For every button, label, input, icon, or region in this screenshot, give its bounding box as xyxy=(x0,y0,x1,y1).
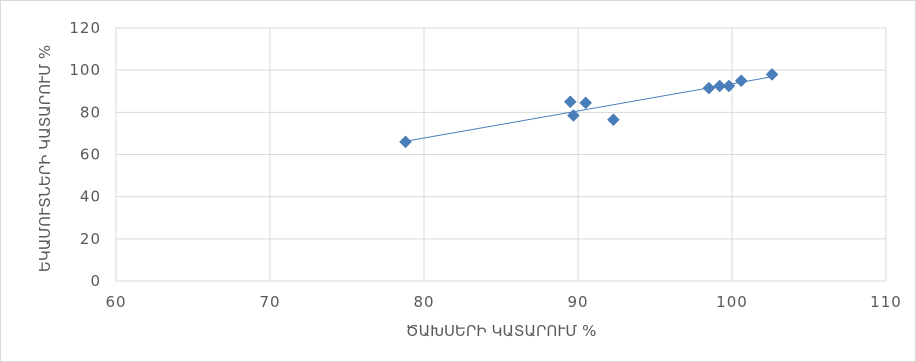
y-tick-label: 0 xyxy=(90,272,101,290)
y-tick-label: 80 xyxy=(80,103,101,121)
data-point xyxy=(607,113,620,127)
data-points xyxy=(399,68,779,149)
x-tick-label: 100 xyxy=(716,293,748,311)
data-point xyxy=(563,95,577,109)
x-tick-label: 90 xyxy=(567,293,588,311)
data-point xyxy=(734,74,748,88)
y-tick-label: 100 xyxy=(69,61,101,79)
y-tick-label: 120 xyxy=(69,19,101,37)
x-tick-label: 60 xyxy=(105,293,126,311)
plot-area-border xyxy=(115,27,887,282)
x-axis-tick-labels: 60 70 80 90 100 110 xyxy=(105,293,902,311)
data-point xyxy=(765,68,779,81)
data-point xyxy=(722,79,736,93)
data-point xyxy=(702,81,716,95)
y-tick-label: 40 xyxy=(80,188,101,206)
x-tick-label: 70 xyxy=(259,293,280,311)
y-tick-label: 60 xyxy=(80,146,101,164)
data-point xyxy=(579,96,593,110)
data-point xyxy=(567,109,580,122)
x-tick-label: 80 xyxy=(413,293,434,311)
y-axis-title: ԵԿԱՄՈՒՏՆԵՐԻ ԿԱՏԱՐՈՒՄ % xyxy=(36,45,54,272)
plot-area xyxy=(115,27,887,282)
x-tick-label: 110 xyxy=(870,293,902,311)
x-axis-title: ԾԱԽՍԵՐԻ ԿԱՏԱՐՈՒՄ % xyxy=(406,322,597,340)
data-point xyxy=(399,135,412,149)
y-axis-tick-labels: 0 20 40 60 80 100 120 xyxy=(69,19,101,290)
y-tick-label: 20 xyxy=(80,230,101,248)
data-point xyxy=(713,79,727,93)
grid-lines xyxy=(115,27,887,282)
